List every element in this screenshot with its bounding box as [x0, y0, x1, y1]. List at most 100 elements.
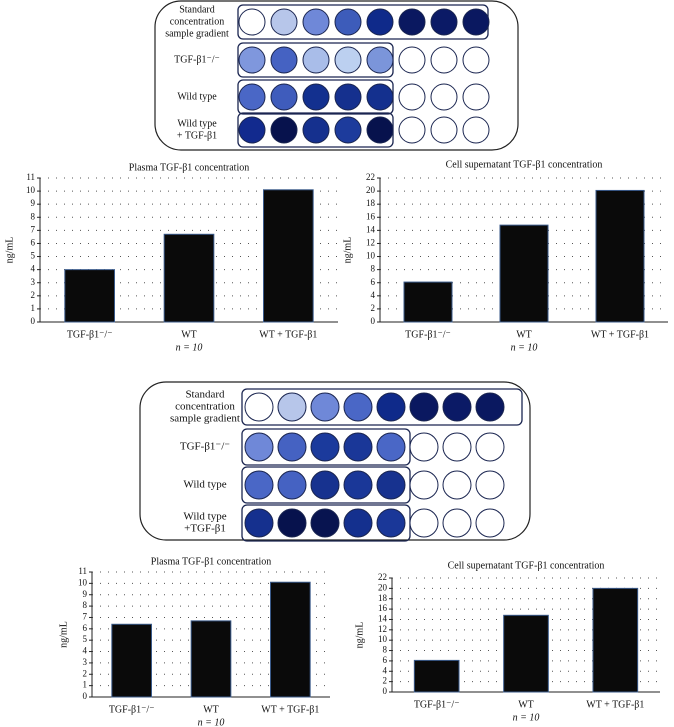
annotation: n = 10: [511, 342, 538, 353]
row-label: concentration: [170, 16, 224, 27]
well: [475, 432, 505, 462]
well: [462, 46, 490, 74]
well: [310, 432, 340, 462]
well: [343, 392, 373, 422]
row-label: TGF-β1⁻/⁻: [174, 54, 220, 65]
y-tick-label: 6: [371, 277, 376, 287]
y-tick-label: 18: [366, 198, 376, 208]
row-label: concentration: [175, 401, 235, 413]
well: [270, 116, 298, 144]
y-tick-label: 5: [83, 634, 88, 644]
plate-frame: [154, 0, 519, 151]
well: [238, 116, 266, 144]
x-tick-label: TGF-β1⁻/⁻: [405, 329, 451, 340]
y-tick-label: 2: [383, 676, 388, 686]
y-tick-label: 9: [83, 589, 88, 599]
row-label: TGF-β1⁻/⁻: [180, 441, 230, 453]
y-axis-label: ng/mL: [342, 237, 353, 264]
well: [430, 83, 458, 111]
row-label: +TGF-β1: [184, 523, 226, 535]
chart-title: Plasma TGF-β1 concentration: [129, 162, 249, 173]
well: [334, 8, 362, 36]
bar: [592, 587, 639, 693]
y-tick-label: 2: [83, 668, 88, 678]
y-tick-label: 8: [31, 211, 36, 221]
row-frame: [241, 388, 523, 426]
well: [334, 83, 362, 111]
well: [366, 83, 394, 111]
chart-title: Plasma TGF-β1 concentration: [151, 556, 271, 567]
well: [238, 8, 266, 36]
y-tick-label: 4: [83, 646, 88, 656]
annotation: n = 10: [198, 717, 225, 727]
well: [398, 8, 426, 36]
y-tick-label: 5: [31, 251, 36, 261]
y-tick-label: 2: [371, 303, 376, 313]
well: [475, 508, 505, 538]
y-tick-label: 6: [83, 623, 88, 633]
y-tick-label: 11: [26, 172, 35, 182]
well: [462, 116, 490, 144]
y-tick-label: 0: [371, 316, 376, 326]
bar: [499, 224, 549, 323]
well: [277, 432, 307, 462]
well: [302, 46, 330, 74]
row-label: Wild type: [177, 118, 217, 129]
well: [343, 508, 373, 538]
y-tick-label: 10: [78, 577, 88, 587]
x-tick-label: WT: [518, 699, 534, 710]
y-tick-label: 0: [31, 316, 36, 326]
well: [376, 470, 406, 500]
bar: [64, 269, 116, 323]
y-tick-label: 16: [378, 603, 388, 613]
y-tick-label: 0: [383, 686, 388, 696]
well: [430, 46, 458, 74]
bar: [413, 659, 460, 693]
annotation: n = 10: [513, 712, 540, 723]
y-tick-label: 8: [371, 264, 376, 274]
x-tick-label: TGF-β1⁻/⁻: [67, 329, 113, 340]
chart-title: Cell supernatant TGF-β1 concentration: [446, 159, 603, 170]
x-tick-label: TGF-β1⁻/⁻: [109, 704, 155, 715]
well: [302, 116, 330, 144]
y-tick-label: 10: [26, 185, 36, 195]
x-tick-label: WT + TGF-β1: [591, 329, 649, 340]
well: [302, 8, 330, 36]
well: [398, 116, 426, 144]
bar: [595, 189, 645, 323]
y-tick-label: 14: [378, 614, 388, 624]
y-tick-label: 4: [31, 264, 36, 274]
y-tick-label: 7: [83, 612, 88, 622]
well: [462, 83, 490, 111]
well: [442, 470, 472, 500]
well: [442, 508, 472, 538]
row-label: Wild type: [183, 511, 226, 523]
row-label: sample gradient: [170, 413, 240, 425]
bar: [163, 233, 215, 323]
well: [238, 46, 266, 74]
well: [430, 116, 458, 144]
well: [409, 392, 439, 422]
row-label: Wild type: [183, 479, 226, 491]
bar: [403, 281, 453, 323]
x-tick-label: TGF-β1⁻/⁻: [414, 699, 460, 710]
y-tick-label: 8: [383, 645, 388, 655]
y-tick-label: 11: [78, 566, 87, 576]
well: [238, 83, 266, 111]
y-tick-label: 8: [83, 600, 88, 610]
row-label: Standard: [185, 389, 225, 401]
bar: [263, 189, 314, 323]
bar: [270, 581, 311, 698]
x-tick-label: WT + TGF-β1: [259, 329, 317, 340]
x-tick-label: WT: [203, 704, 219, 715]
bar: [111, 623, 153, 698]
well: [343, 470, 373, 500]
y-tick-label: 10: [378, 634, 388, 644]
y-tick-label: 18: [378, 593, 388, 603]
y-axis-label: ng/mL: [4, 237, 15, 264]
well: [376, 392, 406, 422]
row-label: Standard: [179, 4, 215, 15]
plate-frame: [139, 381, 531, 541]
well: [244, 470, 274, 500]
well: [475, 392, 505, 422]
